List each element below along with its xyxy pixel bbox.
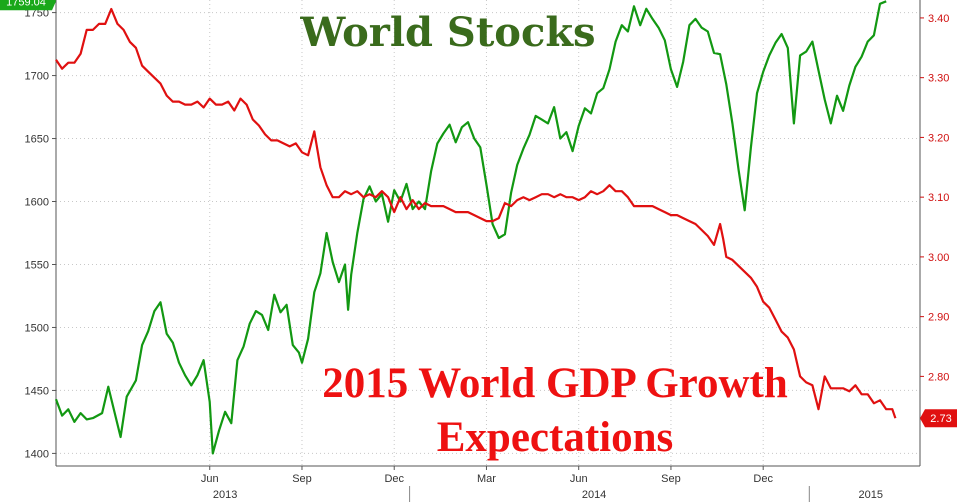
- x-year-label: 2013: [213, 489, 237, 501]
- left-tick-label: 1400: [25, 448, 49, 460]
- stocks-last-value: 1759.04: [6, 0, 46, 8]
- gdp-expectations-line: [55, 7, 897, 419]
- left-tick-label: 1700: [25, 71, 49, 83]
- last-value-labels: 1759.04 2.73: [0, 0, 957, 428]
- gridlines: [56, 0, 920, 466]
- series-layer: [54, 0, 897, 455]
- left-tick-label: 1550: [25, 259, 49, 271]
- x-tick-label: Dec: [753, 473, 773, 485]
- x-axis-ticks: Jun Sep Dec Mar Jun Sep Dec 2013 2014 2015: [201, 466, 883, 502]
- right-tick-label: 3.30: [928, 73, 949, 85]
- x-year-label: 2015: [859, 489, 883, 501]
- x-tick-label: Sep: [292, 473, 312, 485]
- x-year-label: 2014: [582, 489, 606, 501]
- x-tick-label: Dec: [384, 473, 404, 485]
- x-tick-label: Mar: [477, 473, 496, 485]
- x-tick-label: Jun: [201, 473, 219, 485]
- left-tick-label: 1600: [25, 197, 49, 209]
- stocks-last-value-box: [0, 0, 52, 11]
- x-tick-label: Jun: [570, 473, 588, 485]
- stocks-last-value-pointer: [52, 0, 56, 11]
- right-tick-label: 3.40: [928, 13, 949, 25]
- gdp-last-value-box: [920, 409, 957, 428]
- left-tick-label: 1750: [25, 8, 49, 20]
- right-tick-label: 3.20: [928, 132, 949, 144]
- right-axis-ticks: 2.80 2.90 3.00 3.10 3.20 3.30 3.40: [920, 13, 949, 383]
- left-tick-label: 1650: [25, 134, 49, 146]
- right-tick-label: 2.80: [928, 371, 949, 383]
- world-stocks-line: [54, 0, 887, 455]
- right-tick-label: 3.10: [928, 192, 949, 204]
- gdp-title-line1: 2015 World GDP Growth: [322, 360, 788, 407]
- right-tick-label: 2.90: [928, 312, 949, 324]
- stocks-title: World Stocks: [299, 9, 595, 56]
- left-tick-label: 1500: [25, 322, 49, 334]
- left-tick-label: 1450: [25, 385, 49, 397]
- right-tick-label: 3.00: [928, 252, 949, 264]
- gdp-title-line2: Expectations: [437, 414, 674, 461]
- left-axis-ticks: 1400 1450 1500 1550 1600 1650 1700 1750: [25, 8, 56, 460]
- gdp-last-value: 2.73: [930, 413, 951, 425]
- x-tick-label: Sep: [661, 473, 681, 485]
